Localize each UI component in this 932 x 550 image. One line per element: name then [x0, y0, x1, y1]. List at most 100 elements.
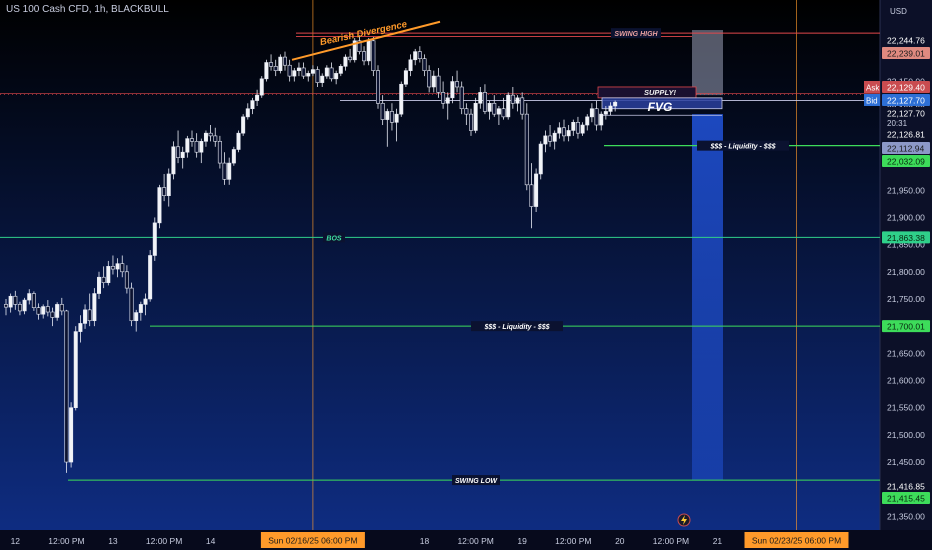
candle-body: [468, 113, 473, 131]
candle-body: [589, 108, 594, 118]
candle-body: [180, 151, 185, 158]
time-tick-label: 12:00 PM: [146, 536, 182, 546]
candle-body: [464, 108, 469, 115]
candle-body: [459, 86, 464, 110]
candle-body: [31, 293, 36, 308]
candle-body: [22, 299, 27, 312]
mid2-price-tag: 22,112.94: [887, 144, 924, 154]
candle-body: [441, 92, 446, 104]
mid-price-tag-bg: [882, 128, 930, 140]
candle-body: [36, 307, 41, 315]
candle-body: [236, 132, 241, 150]
candle-body: [599, 113, 604, 126]
candle-body: [264, 62, 269, 80]
ask-price-tag: 22,129.40: [887, 83, 925, 93]
candle-body: [310, 69, 315, 74]
candle-body: [134, 312, 139, 322]
time-highlight-label: Sun 02/23/25 06:00 PM: [752, 536, 841, 546]
candle-body: [329, 67, 334, 80]
candle-body: [478, 92, 483, 104]
candle-body: [217, 141, 222, 164]
candle-body: [50, 311, 55, 318]
candle-body: [245, 108, 250, 118]
candle-body: [13, 295, 18, 305]
candle-body: [194, 141, 199, 153]
candle-body: [338, 66, 343, 74]
swing-low-tag: 21,416.85: [887, 482, 925, 492]
candle-body: [613, 101, 618, 107]
candle-body: [78, 323, 83, 332]
swing-low-label-bg: [452, 475, 500, 486]
swing-low-tag-bg: [882, 480, 930, 492]
swing-low2-tag-bg: [882, 492, 930, 504]
time-tick-label: 12:00 PM: [555, 536, 591, 546]
swing-high-tag-bg: [882, 47, 930, 59]
candle-body: [287, 64, 292, 77]
candle-body: [97, 276, 102, 294]
candle-body: [487, 102, 492, 112]
bos-tag: 21,863.38: [887, 233, 925, 243]
candle-body: [92, 293, 97, 322]
candle-body: [417, 51, 422, 60]
candle-body: [473, 102, 478, 131]
lightning-bolt-icon: [681, 515, 687, 525]
liq-upper-tag: 22,032.09: [887, 157, 925, 167]
candle-body: [515, 97, 520, 104]
bid-price-tag: 22,127.70: [887, 96, 925, 106]
candle-body: [73, 331, 78, 408]
price-tick-label: 21,600.00: [887, 376, 925, 386]
candle-body: [431, 75, 436, 88]
candle-body: [450, 81, 455, 99]
swing-high-tag: 22,239.01: [887, 49, 925, 59]
time-tick-label: 14: [206, 536, 216, 546]
price-tick-label: 21,450.00: [887, 457, 925, 467]
candle-body: [87, 309, 92, 322]
time-tick-label: 18: [420, 536, 430, 546]
ask-tag: Ask: [866, 84, 880, 93]
swing-low2-tag: 21,415.45: [887, 494, 925, 504]
candle-body: [157, 187, 162, 224]
risk-zone: [692, 30, 723, 96]
candle-body: [510, 94, 515, 104]
time-tick-label: 12:00 PM: [48, 536, 84, 546]
candle-body: [203, 132, 208, 142]
candle-body: [529, 184, 534, 207]
ask-tag-bg: [864, 81, 880, 93]
candle-body: [352, 40, 357, 61]
candle-body: [445, 97, 450, 104]
candle-body: [603, 111, 608, 115]
candle-body: [580, 124, 585, 134]
time-tick-label: 20: [615, 536, 625, 546]
candle-body: [273, 66, 278, 71]
divergence-line: [291, 20, 441, 61]
candle-body: [575, 122, 580, 134]
candle-body: [394, 113, 399, 123]
candle-body: [110, 266, 115, 270]
price-tick-label: 21,850.00: [887, 240, 925, 250]
candle-body: [585, 116, 590, 126]
price-tick-label: 21,550.00: [887, 403, 925, 413]
candle-body: [343, 56, 348, 67]
candle-body: [241, 116, 246, 134]
candle-body: [608, 105, 613, 112]
liq-lower-tag: 21,700.01: [887, 322, 925, 332]
candle-body: [301, 67, 306, 77]
candle-body: [282, 56, 287, 66]
mid-price-tag: 22,126.81: [887, 130, 925, 140]
candle-body: [492, 102, 497, 115]
candle-body: [455, 81, 460, 88]
candle-body: [101, 276, 106, 283]
candle-body: [129, 287, 134, 322]
candle-body: [227, 162, 232, 180]
candle-body: [543, 135, 548, 145]
price-tick-label: 21,500.00: [887, 430, 925, 440]
time-tick-label: 12:00 PM: [653, 536, 689, 546]
price-tick-label: 21,950.00: [887, 185, 925, 195]
candle-body: [45, 306, 50, 313]
candle-body: [496, 108, 501, 115]
candle-body: [17, 304, 22, 312]
fvg-label: FVG: [648, 100, 673, 114]
time-highlight-label: Sun 02/16/25 06:00 PM: [268, 536, 357, 546]
candle-body: [320, 75, 325, 83]
